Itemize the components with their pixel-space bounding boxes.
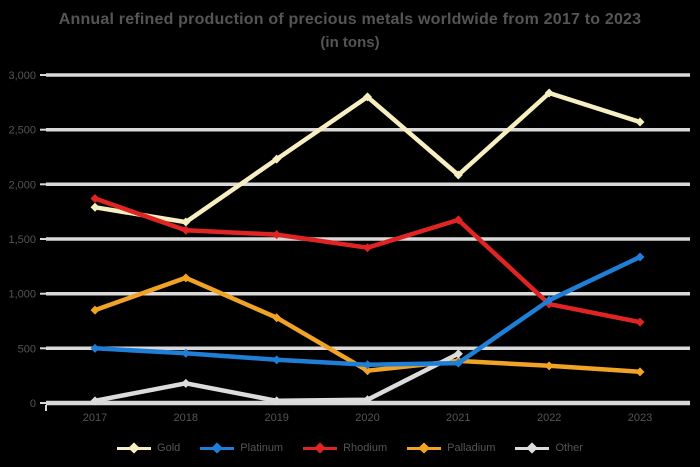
data-point-palladium <box>363 366 372 376</box>
legend-marker-icon <box>515 441 550 454</box>
data-point-rhodium <box>635 317 645 327</box>
data-point-gold <box>90 202 100 212</box>
legend-label: Platinum <box>240 442 284 454</box>
data-point-other <box>181 378 191 388</box>
x-tick-label: 2017 <box>83 412 107 424</box>
data-point-gold <box>453 170 463 180</box>
data-point-platinum <box>453 358 463 368</box>
data-point-gold <box>544 88 554 98</box>
x-tick-label: 2019 <box>264 412 288 424</box>
data-point-other <box>272 396 282 406</box>
data-point-palladium <box>544 361 554 371</box>
data-point-rhodium <box>90 194 100 204</box>
data-point-rhodium <box>363 243 372 253</box>
data-point-platinum <box>635 252 645 262</box>
chart-title: Annual refined production of precious me… <box>58 11 642 28</box>
data-point-rhodium <box>453 215 463 225</box>
data-point-platinum <box>272 355 282 365</box>
data-point-palladium <box>272 313 282 323</box>
y-tick-label: 1,500 <box>8 234 36 246</box>
legend-marker-icon <box>200 441 235 454</box>
data-point-platinum <box>363 360 372 370</box>
legend-item-other[interactable]: Other <box>515 441 583 454</box>
y-tick-label: 3,000 <box>8 70 36 82</box>
data-point-gold <box>272 154 282 164</box>
x-tick-label: 2018 <box>174 412 198 424</box>
legend-label: Gold <box>157 442 181 454</box>
legend-label: Palladium <box>447 442 496 454</box>
data-point-gold <box>363 92 372 102</box>
data-point-palladium <box>181 273 191 283</box>
data-point-rhodium <box>181 225 191 235</box>
series-line-gold <box>92 90 643 225</box>
x-tick-label: 2023 <box>628 412 652 424</box>
data-point-platinum <box>181 348 191 358</box>
data-point-other <box>90 396 100 406</box>
legend-item-gold[interactable]: Gold <box>117 441 181 454</box>
legend-marker-icon <box>407 441 442 454</box>
y-tick-label: 2,500 <box>8 125 36 137</box>
legend-marker-icon <box>303 441 338 454</box>
y-tick-label: 2,000 <box>8 179 36 191</box>
series-line-palladium <box>92 275 643 375</box>
y-tick-label: 1,000 <box>8 289 36 301</box>
data-point-gold <box>635 117 645 127</box>
x-tick-label: 2020 <box>355 412 379 424</box>
legend-label: Other <box>555 442 583 454</box>
data-point-other <box>453 349 463 359</box>
x-tick-label: 2022 <box>537 412 561 424</box>
legend-item-rhodium[interactable]: Rhodium <box>303 441 388 454</box>
data-point-other <box>363 395 372 405</box>
legend-label: Rhodium <box>343 442 388 454</box>
y-tick-label: 500 <box>18 343 36 355</box>
legend-item-palladium[interactable]: Palladium <box>407 441 496 454</box>
series-line-rhodium <box>92 196 643 325</box>
data-point-platinum <box>90 343 100 353</box>
chart-legend: Gold Platinum Rhodium Palladium Other <box>0 441 700 454</box>
x-tick-label: 2021 <box>446 412 470 424</box>
data-point-rhodium <box>272 230 282 240</box>
data-point-gold <box>181 217 191 227</box>
legend-marker-icon <box>117 441 152 454</box>
data-point-palladium <box>90 305 100 315</box>
chart-subtitle: (in tons) <box>320 34 380 51</box>
data-point-palladium <box>635 367 645 377</box>
y-tick-label: 0 <box>30 398 36 410</box>
data-point-platinum <box>544 295 554 305</box>
legend-item-platinum[interactable]: Platinum <box>200 441 284 454</box>
